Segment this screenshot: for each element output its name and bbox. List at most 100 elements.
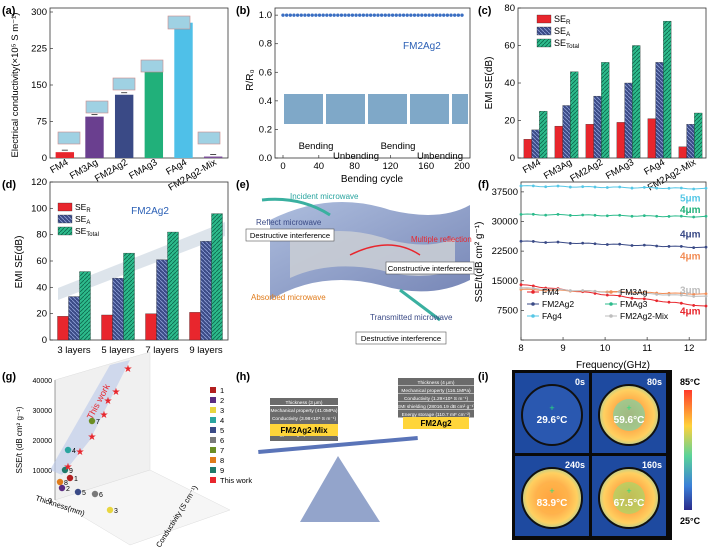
bar-se_a-1: [562, 105, 571, 159]
left-prop-box: [270, 398, 338, 405]
y-tick-label: 1.0: [259, 10, 272, 21]
chart-a-film-images: [57, 15, 221, 145]
right-prop-box: [398, 394, 474, 402]
bending-photos: [284, 94, 468, 124]
x-tick-label: 5 layers: [101, 345, 135, 356]
data-point: [350, 13, 355, 17]
data-point: [445, 13, 450, 17]
chart-a: Electrical conductivity(×10⁵ S m⁻¹) 0 75 1…: [10, 7, 229, 194]
balance-beam: [258, 436, 418, 454]
x-tick-label: 11: [642, 343, 652, 354]
legend-label: SER: [554, 14, 571, 26]
legend-label: 1: [220, 386, 224, 395]
legend-swatch: [57, 214, 73, 224]
data-point: [376, 13, 380, 17]
y-tick-label: 80: [36, 230, 47, 241]
z-tick-label: 10000: [33, 468, 53, 475]
bar-se_r-5: [678, 146, 687, 159]
x-tick-label: 40: [314, 161, 325, 172]
bar-se_r-3: [189, 312, 201, 341]
x-tick-label: 9 layers: [189, 345, 223, 356]
panel-label-e: (e): [236, 179, 250, 191]
thickness-label: 4μm: [680, 230, 701, 241]
series-fm4: [520, 284, 707, 307]
x-tick-label: FM4: [521, 157, 543, 176]
bar-se_r-1: [101, 314, 113, 341]
bending-label-1: Bending: [299, 141, 334, 152]
chart-b-ylabel: R/R₀: [245, 69, 256, 90]
data-point: [303, 13, 307, 17]
data-point: [460, 13, 464, 17]
bar-se_r-0: [57, 316, 69, 341]
right-prop-box: [398, 386, 474, 394]
series-fag4: [520, 185, 707, 190]
chart-d-title: FM2Ag2: [131, 206, 169, 217]
scatter-point-9: [61, 466, 69, 474]
left-prop-text: Mechanical property (41.0MPa): [271, 408, 338, 414]
right-prop-text: Thickness (4 μm): [418, 380, 455, 386]
thermal-temp: 29.6°C: [537, 415, 568, 426]
bar-se_a-2: [593, 95, 602, 159]
y-tick-label: 75: [36, 117, 47, 128]
this-work-star: ★: [100, 410, 109, 421]
data-point: [325, 13, 329, 17]
right-name: FM2Ag2: [420, 419, 452, 428]
panel-i-thermal: 0s 29.6°C +80s 59.6°C +240s 83.9°C +160s 67.5°C…: [512, 370, 701, 540]
legend-marker: [210, 417, 216, 423]
x-tick-label: FMAg3: [127, 157, 159, 182]
y-tick-label: 0.2: [259, 124, 272, 135]
label-absorbed: Absorbed microwave: [251, 293, 326, 302]
panel-label-c: (c): [478, 5, 492, 17]
scatter-point-3: [106, 506, 114, 514]
data-point: [420, 13, 424, 17]
legend-label: FAg4: [542, 311, 562, 321]
y-tick-label: 40: [504, 78, 515, 89]
thickness-label: 4μm: [680, 205, 701, 216]
left-name-plate: [270, 424, 338, 436]
legend-marker: [531, 290, 535, 294]
bar-se_a-2: [156, 259, 168, 341]
hot-spot: [613, 399, 645, 431]
color-scale-bar: [684, 390, 692, 510]
data-point: [390, 13, 395, 17]
legend-label: 7: [220, 446, 224, 455]
point-fag4: [519, 184, 523, 188]
data-point: [442, 13, 446, 17]
legend-marker: [531, 314, 535, 318]
legend-label: SER: [75, 202, 91, 214]
legend-label: 8: [220, 456, 224, 465]
thermal-temp: 83.9°C: [537, 498, 568, 509]
left-prop-text: Thickness (3 μm): [286, 400, 323, 406]
legend-label: 4: [220, 416, 224, 425]
data-point: [339, 13, 344, 17]
chart-d: EMI SE(dB) FM2Ag2 0 20 40 60 80 100 120 3 laye…: [14, 177, 229, 356]
x-tick-label: FM2Ag2: [93, 157, 130, 184]
bar-se_r-0: [523, 139, 532, 159]
data-point: [343, 13, 347, 17]
data-point: [431, 13, 435, 17]
data-point: [328, 13, 333, 17]
chart-b-xlabel: Bending cycle: [341, 174, 404, 185]
bar-se_a-5: [686, 124, 695, 159]
data-point: [292, 13, 296, 17]
this-work-star: ★: [124, 364, 133, 375]
scatter-point-8: [56, 478, 64, 486]
legend-marker: [210, 447, 216, 453]
right-prop-text: EMI shielding (28016.19 dB cm² g⁻¹): [397, 404, 475, 410]
x-tick-label: FM4: [48, 157, 70, 176]
panel-h-balance: Thickness (3 μm) Mechanical property (41.…: [258, 378, 475, 522]
bar-fm2ag2: [114, 94, 134, 158]
data-point: [299, 13, 303, 17]
data-point: [306, 13, 311, 17]
y-tick-label: 0: [42, 153, 47, 164]
label-destructive-1: Destructive interference: [250, 231, 330, 240]
point-fm2ag2-mix: [704, 294, 708, 298]
legend-marker: [210, 397, 216, 403]
chart-d-ylabel: EMI SE(dB): [14, 236, 25, 289]
legend-label: FM4: [542, 287, 559, 297]
chart-b-legend: FM2Ag2: [403, 41, 441, 52]
label-destructive-2: Destructive interference: [361, 334, 441, 343]
data-point: [438, 13, 442, 17]
